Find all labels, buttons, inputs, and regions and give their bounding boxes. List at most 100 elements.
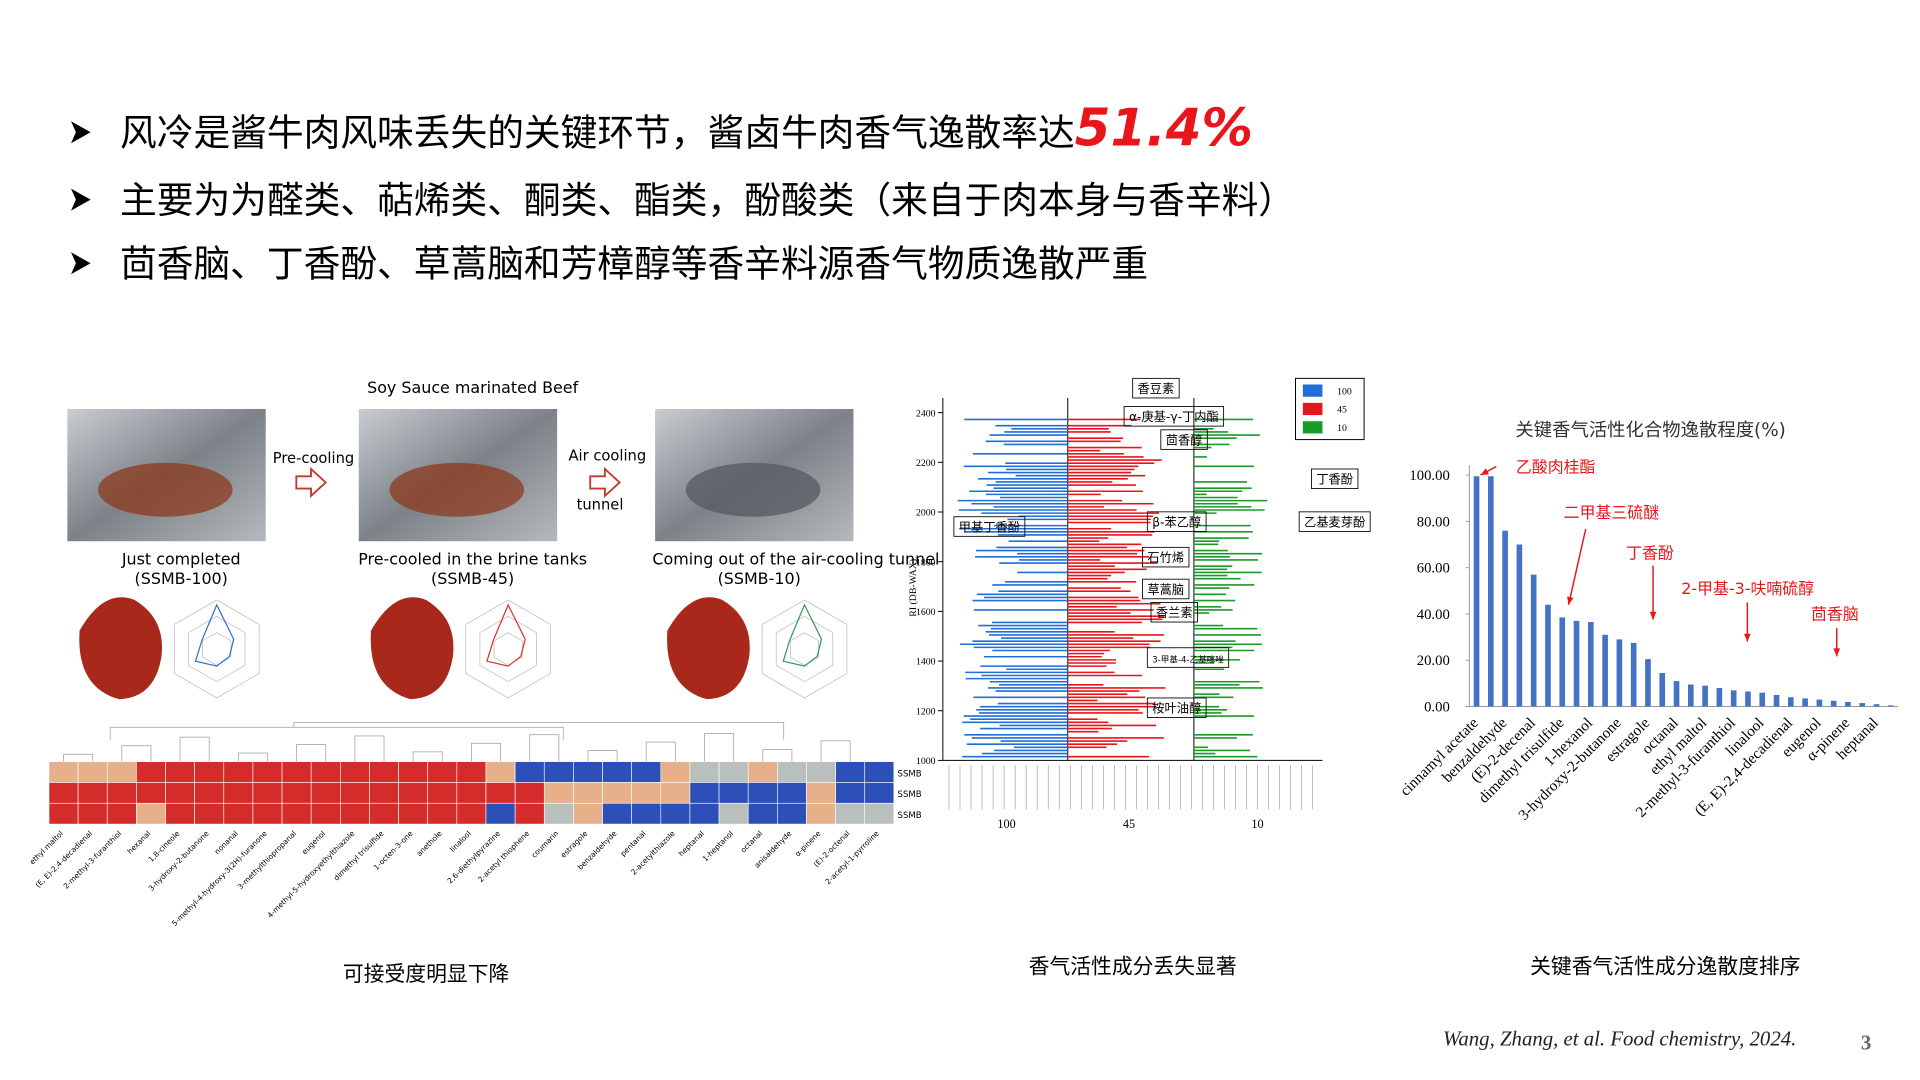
dendrogram <box>109 722 785 740</box>
heatmap-cell <box>456 761 487 783</box>
bullet-main: 风冷是酱牛肉风味丢失的关键环节，酱卤牛肉香气逸散率达 <box>120 112 1075 155</box>
step-code: (SSMB-45) <box>431 569 514 588</box>
bar <box>1502 530 1508 707</box>
heatmap-cell <box>864 782 895 804</box>
heatmap-col-label: eugenol <box>300 829 327 856</box>
annotation-arrowhead <box>1480 468 1489 476</box>
step-label: Coming out of the air-cooling tunnel <box>652 549 939 568</box>
radar-grid <box>173 599 260 699</box>
heatmap-cell <box>310 761 341 783</box>
heatmap-cell <box>77 761 108 783</box>
meat-photo <box>667 597 750 700</box>
bar <box>1516 544 1523 707</box>
arrow-label: tunnel <box>577 496 624 513</box>
heatmap-cell <box>777 802 807 825</box>
heatmap-col-label: octanal <box>739 829 765 855</box>
ri-legend-label: 10 <box>1337 423 1347 434</box>
ri-tick-label: 1200 <box>916 706 936 717</box>
ri-tick-label: 2200 <box>916 458 936 469</box>
bar <box>1588 622 1594 707</box>
heatmap-cell <box>835 802 866 825</box>
step-label: Pre-cooled in the brine tanks <box>358 549 587 568</box>
heatmap-col-label: 3-methylthiopropanal <box>236 829 298 891</box>
dendrogram <box>237 752 268 762</box>
heatmap-cell <box>485 761 516 783</box>
heatmap-col-label: 1-heptanol <box>701 829 735 863</box>
dendrogram <box>412 751 443 762</box>
dendrogram <box>179 736 210 762</box>
dendrogram <box>529 734 560 762</box>
heatmap-cell <box>777 761 807 783</box>
bar <box>1759 692 1766 707</box>
heatmap-col-label: 2,6-diethylpyrazine <box>445 829 502 886</box>
heatmap-cell <box>660 802 691 825</box>
heatmap-col-label: linalool <box>448 829 473 854</box>
radar-grid <box>493 632 523 666</box>
heatmap-cell <box>660 782 691 804</box>
heatmap-col-label: pentanal <box>618 829 647 858</box>
heatmap-cell <box>398 782 429 804</box>
bar <box>1473 476 1480 707</box>
y-tick-label: 100.00 <box>1409 468 1449 484</box>
radar-grid <box>202 632 232 666</box>
ri-legend-swatch <box>1302 384 1323 397</box>
heatmap-cell <box>136 782 166 804</box>
bar <box>1645 659 1651 707</box>
heatmap-col-label: anethole <box>415 829 444 858</box>
heatmap-cell <box>369 802 399 825</box>
caption: 可接受度明显下降 <box>343 962 510 986</box>
y-tick-label: 80.00 <box>1417 514 1450 530</box>
heatmap-cell <box>718 802 749 825</box>
ri-compound-label: 草蒿脑 <box>1147 583 1184 597</box>
heatmap-cell <box>543 782 574 804</box>
bar <box>1716 688 1723 707</box>
dendrogram <box>820 740 851 762</box>
heatmap-cell <box>689 782 720 804</box>
heatmap-cell <box>136 761 166 783</box>
heatmap-cell <box>747 782 778 804</box>
heatmap-cell <box>747 761 778 783</box>
ri-compound-box <box>1160 429 1208 450</box>
heatmap-cell <box>340 761 370 783</box>
heatmap-col-label: coumarin <box>529 829 560 860</box>
heatmap-cell <box>864 761 895 783</box>
ri-compound-label: α-庚基-γ-丁内酯 <box>1129 409 1219 424</box>
ri-compound-label: 乙基麦芽酚 <box>1304 516 1365 530</box>
ri-compound-box <box>1150 602 1198 623</box>
heatmap-row-label: SSMB <box>898 769 922 779</box>
dendrogram <box>471 742 501 762</box>
heatmap-cell <box>194 782 225 804</box>
heatmap-cell <box>777 782 807 804</box>
heatmap-cell <box>602 802 632 825</box>
ri-compound-label: 丁香酚 <box>1316 473 1353 487</box>
heatmap-cell <box>223 802 254 825</box>
heatmap-cell <box>136 802 166 825</box>
radar-grid <box>789 632 819 666</box>
ri-compound-label: 3-甲基-4-乙基噻唑 <box>1152 653 1224 665</box>
heatmap-cell <box>223 782 254 804</box>
y-tick-label: 60.00 <box>1417 561 1450 577</box>
annotation-arrowhead <box>1649 611 1657 620</box>
heatmap-cell <box>281 802 312 825</box>
ri-compound-box <box>1123 406 1225 427</box>
heatmap-cell <box>631 761 662 783</box>
bar <box>1788 697 1794 707</box>
heatmap-cell <box>660 761 691 783</box>
y-tick-label: 40.00 <box>1417 607 1450 623</box>
bar <box>1688 684 1694 707</box>
heatmap-cell <box>514 802 545 825</box>
heatmap-cell <box>631 802 662 825</box>
heatmap-col-label: α-pinene <box>793 829 823 859</box>
heatmap-cell <box>106 761 137 783</box>
heatmap-cell <box>369 782 399 804</box>
heatmap-cell <box>165 761 195 783</box>
ri-tick-label: 1800 <box>916 557 936 568</box>
process-title: Soy Sauce marinated Beef <box>367 378 578 397</box>
bar <box>1845 701 1851 707</box>
heatmap-cell <box>281 782 312 804</box>
annotation: 乙酸肉桂酯 <box>1516 458 1596 477</box>
heatmap-row-label: SSMB <box>898 790 922 800</box>
photo-detail <box>97 462 233 517</box>
annotation-arrowhead <box>1567 596 1574 605</box>
heatmap-cell <box>718 782 749 804</box>
